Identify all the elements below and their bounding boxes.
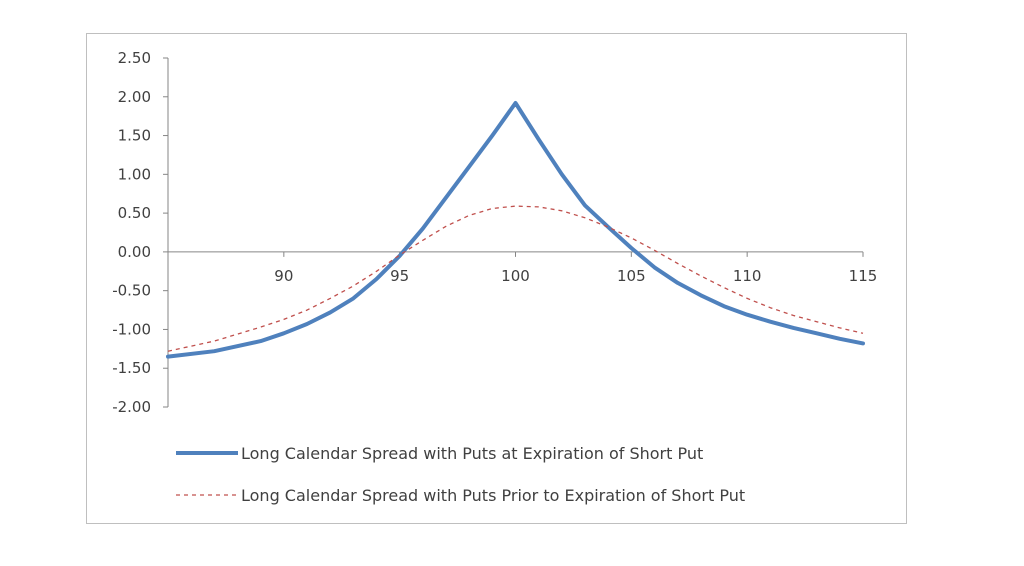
x-tick-label: 95 bbox=[390, 267, 409, 285]
chart: 2.50 2.00 1.50 1.00 0.50 0.00 -0.50 -1.00 -1.50 -… bbox=[112, 49, 877, 505]
x-tick-label: 110 bbox=[733, 267, 762, 285]
y-tick-label: 1.00 bbox=[118, 165, 151, 183]
y-tick-label: -2.00 bbox=[112, 398, 151, 416]
y-tick-label: -1.50 bbox=[112, 359, 151, 377]
y-tick-label: 0.50 bbox=[118, 204, 151, 222]
series-line-1 bbox=[166, 101, 865, 359]
y-tick-label: 0.00 bbox=[118, 243, 151, 261]
x-tick-label: 90 bbox=[274, 267, 293, 285]
y-tick-label: 2.50 bbox=[118, 49, 151, 67]
x-tick-label: 105 bbox=[617, 267, 646, 285]
series-line-2 bbox=[167, 205, 864, 352]
chart-frame: 2.50 2.00 1.50 1.00 0.50 0.00 -0.50 -1.00 -1.50 -… bbox=[86, 33, 907, 524]
axes: 2.50 2.00 1.50 1.00 0.50 0.00 -0.50 -1.00 -1.50 -… bbox=[112, 49, 877, 416]
x-tick-label: 115 bbox=[849, 267, 878, 285]
legend-label-1: Long Calendar Spread with Puts at Expira… bbox=[241, 444, 703, 463]
series-layer bbox=[166, 101, 865, 359]
x-tick-label: 100 bbox=[501, 267, 530, 285]
legend-label-2: Long Calendar Spread with Puts Prior to … bbox=[241, 486, 745, 505]
y-tick-label: -0.50 bbox=[112, 282, 151, 300]
legend: Long Calendar Spread with Puts at Expira… bbox=[176, 444, 745, 505]
y-tick-label: 1.50 bbox=[118, 127, 151, 145]
y-tick-label: 2.00 bbox=[118, 88, 151, 106]
y-tick-label: -1.00 bbox=[112, 320, 151, 338]
